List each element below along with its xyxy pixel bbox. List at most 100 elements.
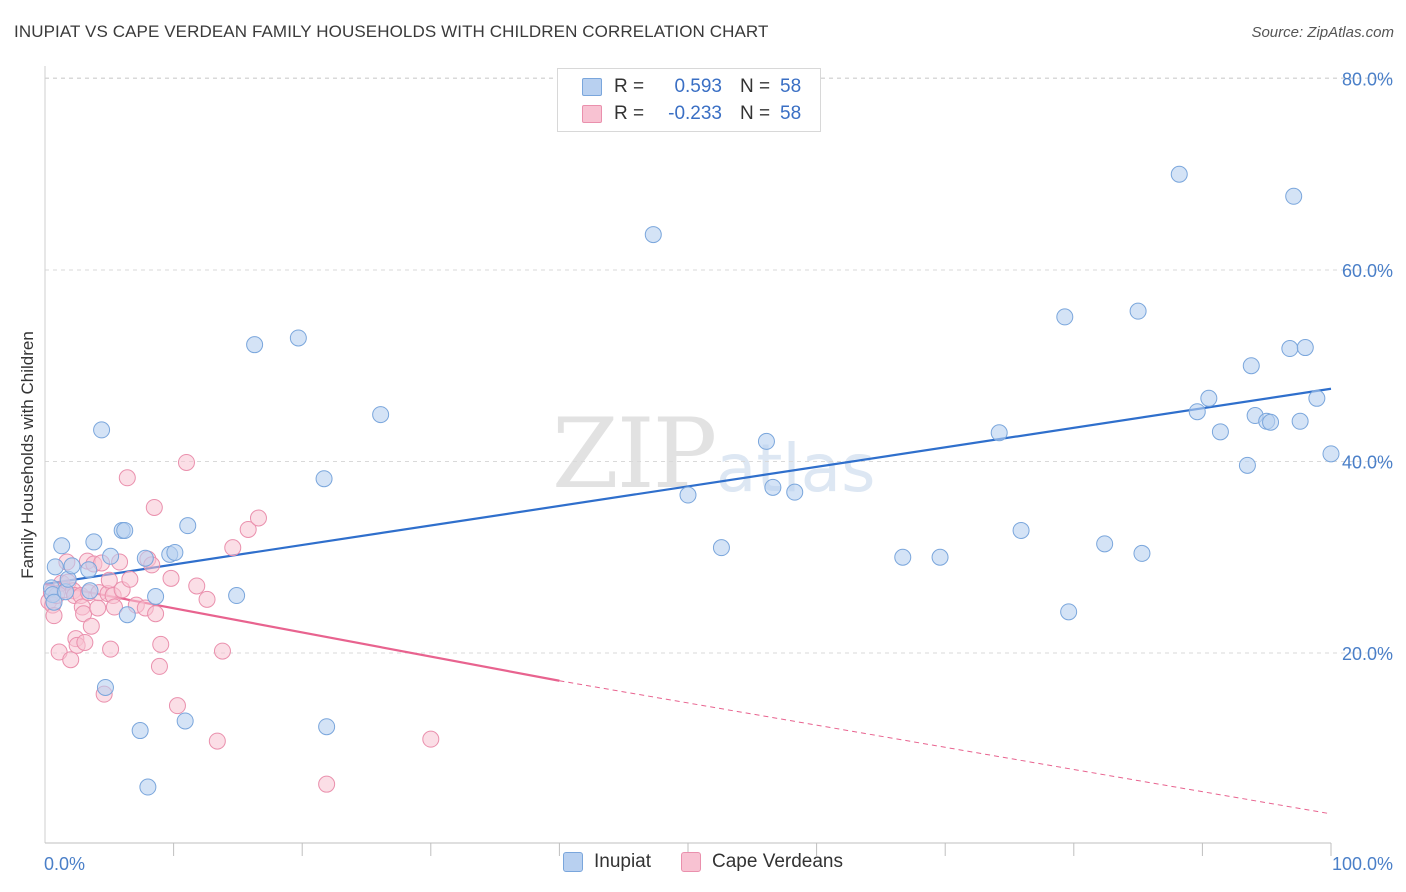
inupiat-point — [179, 517, 197, 535]
inupiat-point — [246, 336, 264, 354]
inupiat-point — [757, 432, 775, 450]
legend-item-inupiat[interactable]: Inupiat — [562, 851, 652, 873]
inupiat-point — [96, 678, 114, 696]
legend-n-label: N = — [740, 76, 771, 97]
inupiat-point — [116, 521, 134, 539]
cape-verdeans-trend-line — [44, 582, 560, 682]
cape-verdeans-point — [118, 469, 136, 487]
inupiat-swatch-icon — [582, 78, 602, 96]
y-tick-label: 60.0% — [1342, 261, 1393, 281]
inupiat-point — [102, 547, 120, 565]
x-tick-label: 100.0% — [1332, 854, 1393, 874]
inupiat-point — [53, 537, 71, 555]
inupiat-point — [1129, 302, 1147, 320]
inupiat-point — [289, 329, 307, 347]
inupiat-point — [228, 587, 246, 605]
cape-verdeans-point — [213, 642, 231, 660]
legend-item-cape-verdeans[interactable]: Cape Verdeans — [681, 851, 843, 873]
inupiat-point — [990, 424, 1008, 442]
inupiat-point — [131, 722, 149, 740]
legend-r-label: R = — [614, 103, 645, 124]
inupiat-point — [85, 533, 103, 551]
inupiat-point — [45, 593, 63, 611]
inupiat-point — [679, 486, 697, 504]
cape-verdeans-trend-extension — [559, 680, 1332, 815]
inupiat-point — [1188, 403, 1206, 421]
inupiat-point — [118, 606, 136, 624]
inupiat-point — [1012, 521, 1030, 539]
legend-n-value: 58 — [780, 103, 802, 124]
inupiat-point — [81, 582, 99, 600]
cape-verdeans-point — [168, 697, 186, 715]
inupiat-point — [46, 558, 64, 576]
cape-verdeans-point — [422, 730, 440, 748]
inupiat-point — [1200, 389, 1218, 407]
x-tick-label: 0.0% — [44, 854, 85, 874]
inupiat-point — [1296, 339, 1314, 357]
cape-verdeans-point — [224, 539, 242, 557]
inupiat-legend-icon — [562, 852, 583, 872]
inupiat-point — [894, 548, 912, 566]
cape-verdeans-point — [152, 635, 170, 653]
cape-verdeans-point — [105, 598, 123, 616]
inupiat-point — [147, 588, 165, 606]
inupiat-point — [139, 778, 157, 796]
cape-verdeans-legend-icon — [681, 852, 702, 872]
y-tick-label: 80.0% — [1342, 70, 1393, 90]
inupiat-point — [1242, 357, 1260, 375]
legend-r-label: R = — [614, 76, 645, 97]
cape-verdeans-point — [249, 509, 267, 527]
cape-verdeans-point — [208, 732, 226, 750]
cape-verdeans-point — [89, 599, 107, 617]
inupiat-point — [644, 226, 662, 244]
correlation-legend: R = 0.593 N = 58 R = -0.233 N = 58 — [557, 68, 821, 132]
inupiat-point — [1238, 456, 1256, 474]
cape-verdeans-swatch-icon — [582, 105, 602, 123]
inupiat-point — [931, 548, 949, 566]
legend-n-value: 58 — [780, 76, 802, 97]
grid-lines — [45, 77, 1392, 654]
inupiat-point — [1211, 423, 1229, 441]
cape-verdeans-point — [121, 570, 139, 588]
cape-verdeans-point — [162, 569, 180, 587]
inupiat-point — [166, 543, 184, 561]
inupiat-point — [1096, 535, 1114, 553]
inupiat-point — [93, 421, 111, 439]
cape-verdeans-point — [188, 577, 206, 595]
y-tick-label: 20.0% — [1342, 644, 1393, 664]
inupiat-point — [1322, 445, 1340, 463]
inupiat-trend-line — [44, 387, 1332, 586]
inupiat-point — [1281, 340, 1299, 358]
legend-label-cape-verdeans: Cape Verdeans — [712, 851, 844, 872]
inupiat-point — [176, 712, 194, 730]
inupiat-point — [1170, 165, 1188, 183]
chart-title: INUPIAT VS CAPE VERDEAN FAMILY HOUSEHOLD… — [14, 22, 769, 41]
inupiat-point — [318, 718, 336, 736]
y-axis-label: Family Households with Children — [18, 331, 37, 579]
inupiat-point — [63, 557, 81, 575]
inupiat-point — [315, 470, 333, 488]
cape-verdeans-point — [102, 640, 120, 658]
cape-verdeans-point — [177, 453, 195, 471]
inupiat-point — [1133, 544, 1151, 562]
cape-verdeans-point — [147, 605, 165, 623]
inupiat-point — [136, 549, 154, 567]
inupiat-points — [42, 165, 1340, 796]
cape-verdeans-point — [318, 775, 336, 793]
inupiat-point — [1262, 413, 1280, 431]
legend-label-inupiat: Inupiat — [593, 851, 652, 872]
inupiat-point — [1291, 412, 1309, 430]
inupiat-point — [1056, 308, 1074, 326]
cape-verdeans-point — [62, 651, 80, 669]
inupiat-point — [786, 483, 804, 501]
cape-verdeans-points — [40, 453, 440, 793]
cape-verdeans-point — [239, 520, 257, 538]
cape-verdeans-point — [145, 498, 163, 516]
inupiat-point — [372, 406, 390, 424]
cape-verdeans-point — [76, 633, 94, 651]
cape-verdeans-point — [198, 590, 216, 608]
legend-r-value: 0.593 — [674, 76, 722, 97]
y-tick-label: 40.0% — [1342, 453, 1393, 473]
inupiat-point — [1308, 389, 1326, 407]
inupiat-point — [80, 561, 98, 579]
